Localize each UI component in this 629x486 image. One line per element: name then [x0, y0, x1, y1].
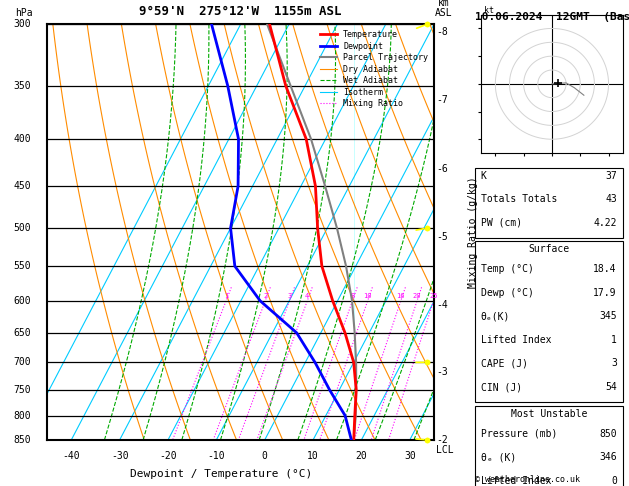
- Text: 10: 10: [364, 293, 372, 299]
- Bar: [475, 242, 623, 402]
- Text: 850: 850: [13, 435, 31, 445]
- Text: LCL: LCL: [436, 445, 454, 455]
- Text: 350: 350: [13, 81, 31, 91]
- Text: K: K: [481, 171, 487, 181]
- Text: 700: 700: [13, 357, 31, 367]
- Text: -20: -20: [159, 451, 177, 462]
- Text: -3: -3: [436, 367, 448, 378]
- Text: 20: 20: [413, 293, 421, 299]
- Text: 1: 1: [224, 293, 228, 299]
- Text: Lifted Index: Lifted Index: [481, 476, 551, 486]
- Text: 10.06.2024  12GMT  (Base: 06): 10.06.2024 12GMT (Base: 06): [475, 12, 629, 22]
- Text: 800: 800: [13, 411, 31, 421]
- Text: 300: 300: [13, 19, 31, 29]
- Text: hPa: hPa: [15, 8, 33, 18]
- Text: 17.9: 17.9: [593, 288, 617, 298]
- Text: 37: 37: [605, 171, 617, 181]
- Text: PW (cm): PW (cm): [481, 218, 522, 228]
- Text: CAPE (J): CAPE (J): [481, 359, 528, 368]
- Text: km
ASL: km ASL: [435, 0, 452, 18]
- Text: 550: 550: [13, 261, 31, 271]
- Text: θₑ(K): θₑ(K): [481, 312, 510, 321]
- Text: -2: -2: [436, 435, 448, 445]
- Text: 8: 8: [350, 293, 355, 299]
- Text: 9°59'N  275°12'W  1155m ASL: 9°59'N 275°12'W 1155m ASL: [140, 5, 342, 18]
- Text: 43: 43: [605, 194, 617, 204]
- Text: 600: 600: [13, 296, 31, 306]
- Text: 345: 345: [599, 312, 617, 321]
- Text: 20: 20: [355, 451, 367, 462]
- Text: 4.22: 4.22: [593, 218, 617, 228]
- Text: Lifted Index: Lifted Index: [481, 335, 551, 345]
- Text: 450: 450: [13, 181, 31, 191]
- Text: 16: 16: [396, 293, 405, 299]
- Text: Most Unstable: Most Unstable: [511, 409, 587, 418]
- Text: 1: 1: [611, 335, 617, 345]
- Text: Surface: Surface: [528, 244, 569, 255]
- Text: θₑ (K): θₑ (K): [481, 452, 516, 462]
- Text: 3: 3: [287, 293, 292, 299]
- Text: -4: -4: [436, 300, 448, 310]
- Text: 0: 0: [262, 451, 268, 462]
- Text: Totals Totals: Totals Totals: [481, 194, 557, 204]
- Text: Mixing Ratio (g/kg): Mixing Ratio (g/kg): [468, 176, 477, 288]
- Text: 4: 4: [305, 293, 309, 299]
- Text: -6: -6: [436, 164, 448, 174]
- Text: CIN (J): CIN (J): [481, 382, 522, 392]
- Text: -10: -10: [208, 451, 225, 462]
- Legend: Temperature, Dewpoint, Parcel Trajectory, Dry Adiabat, Wet Adiabat, Isotherm, Mi: Temperature, Dewpoint, Parcel Trajectory…: [318, 29, 430, 110]
- Text: 2: 2: [263, 293, 267, 299]
- Bar: [475, 405, 623, 486]
- Text: -30: -30: [111, 451, 128, 462]
- Text: 650: 650: [13, 328, 31, 338]
- Text: 30: 30: [404, 451, 416, 462]
- Text: © weatheronline.co.uk: © weatheronline.co.uk: [475, 474, 580, 484]
- Text: 750: 750: [13, 385, 31, 395]
- Text: 10: 10: [307, 451, 319, 462]
- Text: Pressure (mb): Pressure (mb): [481, 429, 557, 439]
- Text: Temp (°C): Temp (°C): [481, 264, 533, 275]
- Bar: [475, 168, 623, 238]
- Text: Dewpoint / Temperature (°C): Dewpoint / Temperature (°C): [130, 469, 313, 479]
- Text: 3: 3: [611, 359, 617, 368]
- Text: 0: 0: [611, 476, 617, 486]
- Text: -8: -8: [436, 27, 448, 37]
- Text: kt: kt: [484, 5, 494, 15]
- Text: 18.4: 18.4: [593, 264, 617, 275]
- Text: -7: -7: [436, 95, 448, 105]
- Text: 850: 850: [599, 429, 617, 439]
- Text: -40: -40: [62, 451, 80, 462]
- Text: 25: 25: [430, 293, 438, 299]
- Text: 54: 54: [605, 382, 617, 392]
- Text: 346: 346: [599, 452, 617, 462]
- Text: 400: 400: [13, 134, 31, 144]
- Text: Dewp (°C): Dewp (°C): [481, 288, 533, 298]
- Text: -5: -5: [436, 232, 448, 242]
- Text: 500: 500: [13, 223, 31, 233]
